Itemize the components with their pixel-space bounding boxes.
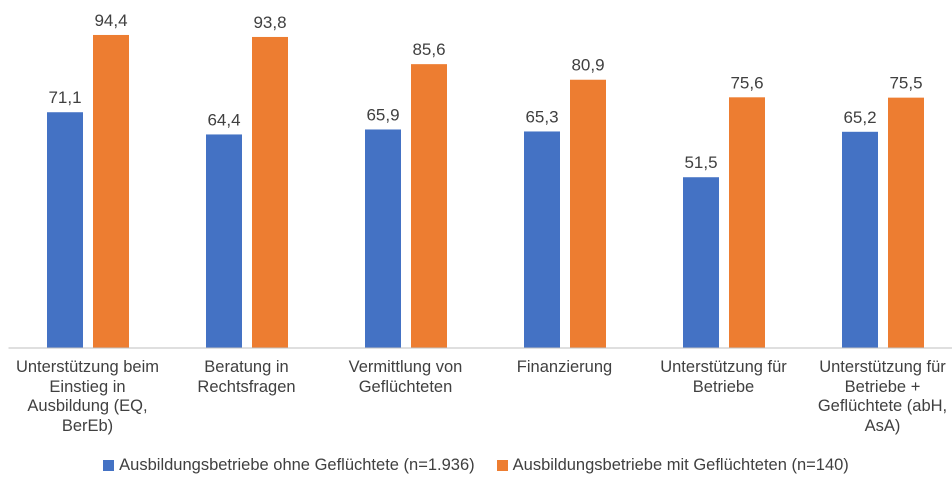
- value-label: 64,4: [207, 110, 240, 129]
- value-label: 75,5: [889, 74, 922, 93]
- x-tick-label: Unterstützung für Betriebe: [660, 358, 787, 396]
- legend-item: Ausbildungsbetriebe ohne Geflüchtete (n=…: [103, 456, 475, 475]
- bar: [411, 64, 447, 349]
- value-label: 85,6: [412, 40, 445, 59]
- x-tick-label: Unterstützung für Betriebe + Geflüchtete…: [817, 358, 948, 435]
- bar: [842, 131, 878, 348]
- value-label: 75,6: [730, 73, 763, 92]
- legend: Ausbildungsbetriebe ohne Geflüchtete (n=…: [0, 456, 952, 475]
- x-tick-label: Unterstützung beim Einstieg in Ausbildun…: [15, 358, 160, 435]
- x-tick-label: Finanzierung: [516, 358, 613, 376]
- bar: [47, 112, 83, 349]
- value-label: 65,2: [843, 108, 876, 127]
- bar: [524, 131, 560, 348]
- legend-label: Ausbildungsbetriebe mit Geflüchteten (n=…: [512, 456, 849, 474]
- legend-label: Ausbildungsbetriebe ohne Geflüchtete (n=…: [119, 456, 475, 474]
- legend-swatch: [496, 460, 508, 471]
- x-tick-label: Vermittlung von Geflüchteten: [348, 358, 463, 396]
- legend-swatch: [103, 460, 115, 471]
- x-tick-label: Beratung in Rechtsfragen: [197, 358, 296, 396]
- value-label: 71,1: [48, 88, 81, 107]
- bar: [206, 134, 242, 348]
- value-label: 65,3: [525, 107, 558, 126]
- bar: [365, 129, 401, 348]
- value-label: 94,4: [94, 11, 127, 30]
- value-label: 65,9: [366, 105, 399, 124]
- bar: [683, 177, 719, 348]
- bar: [888, 97, 924, 348]
- legend-item: Ausbildungsbetriebe mit Geflüchteten (n=…: [496, 456, 849, 475]
- bar: [570, 79, 606, 349]
- value-label: 51,5: [684, 153, 717, 172]
- value-label: 80,9: [571, 56, 604, 75]
- bar: [729, 97, 765, 349]
- value-label: 93,8: [253, 13, 286, 32]
- bar: [252, 36, 288, 349]
- bar: [93, 34, 129, 348]
